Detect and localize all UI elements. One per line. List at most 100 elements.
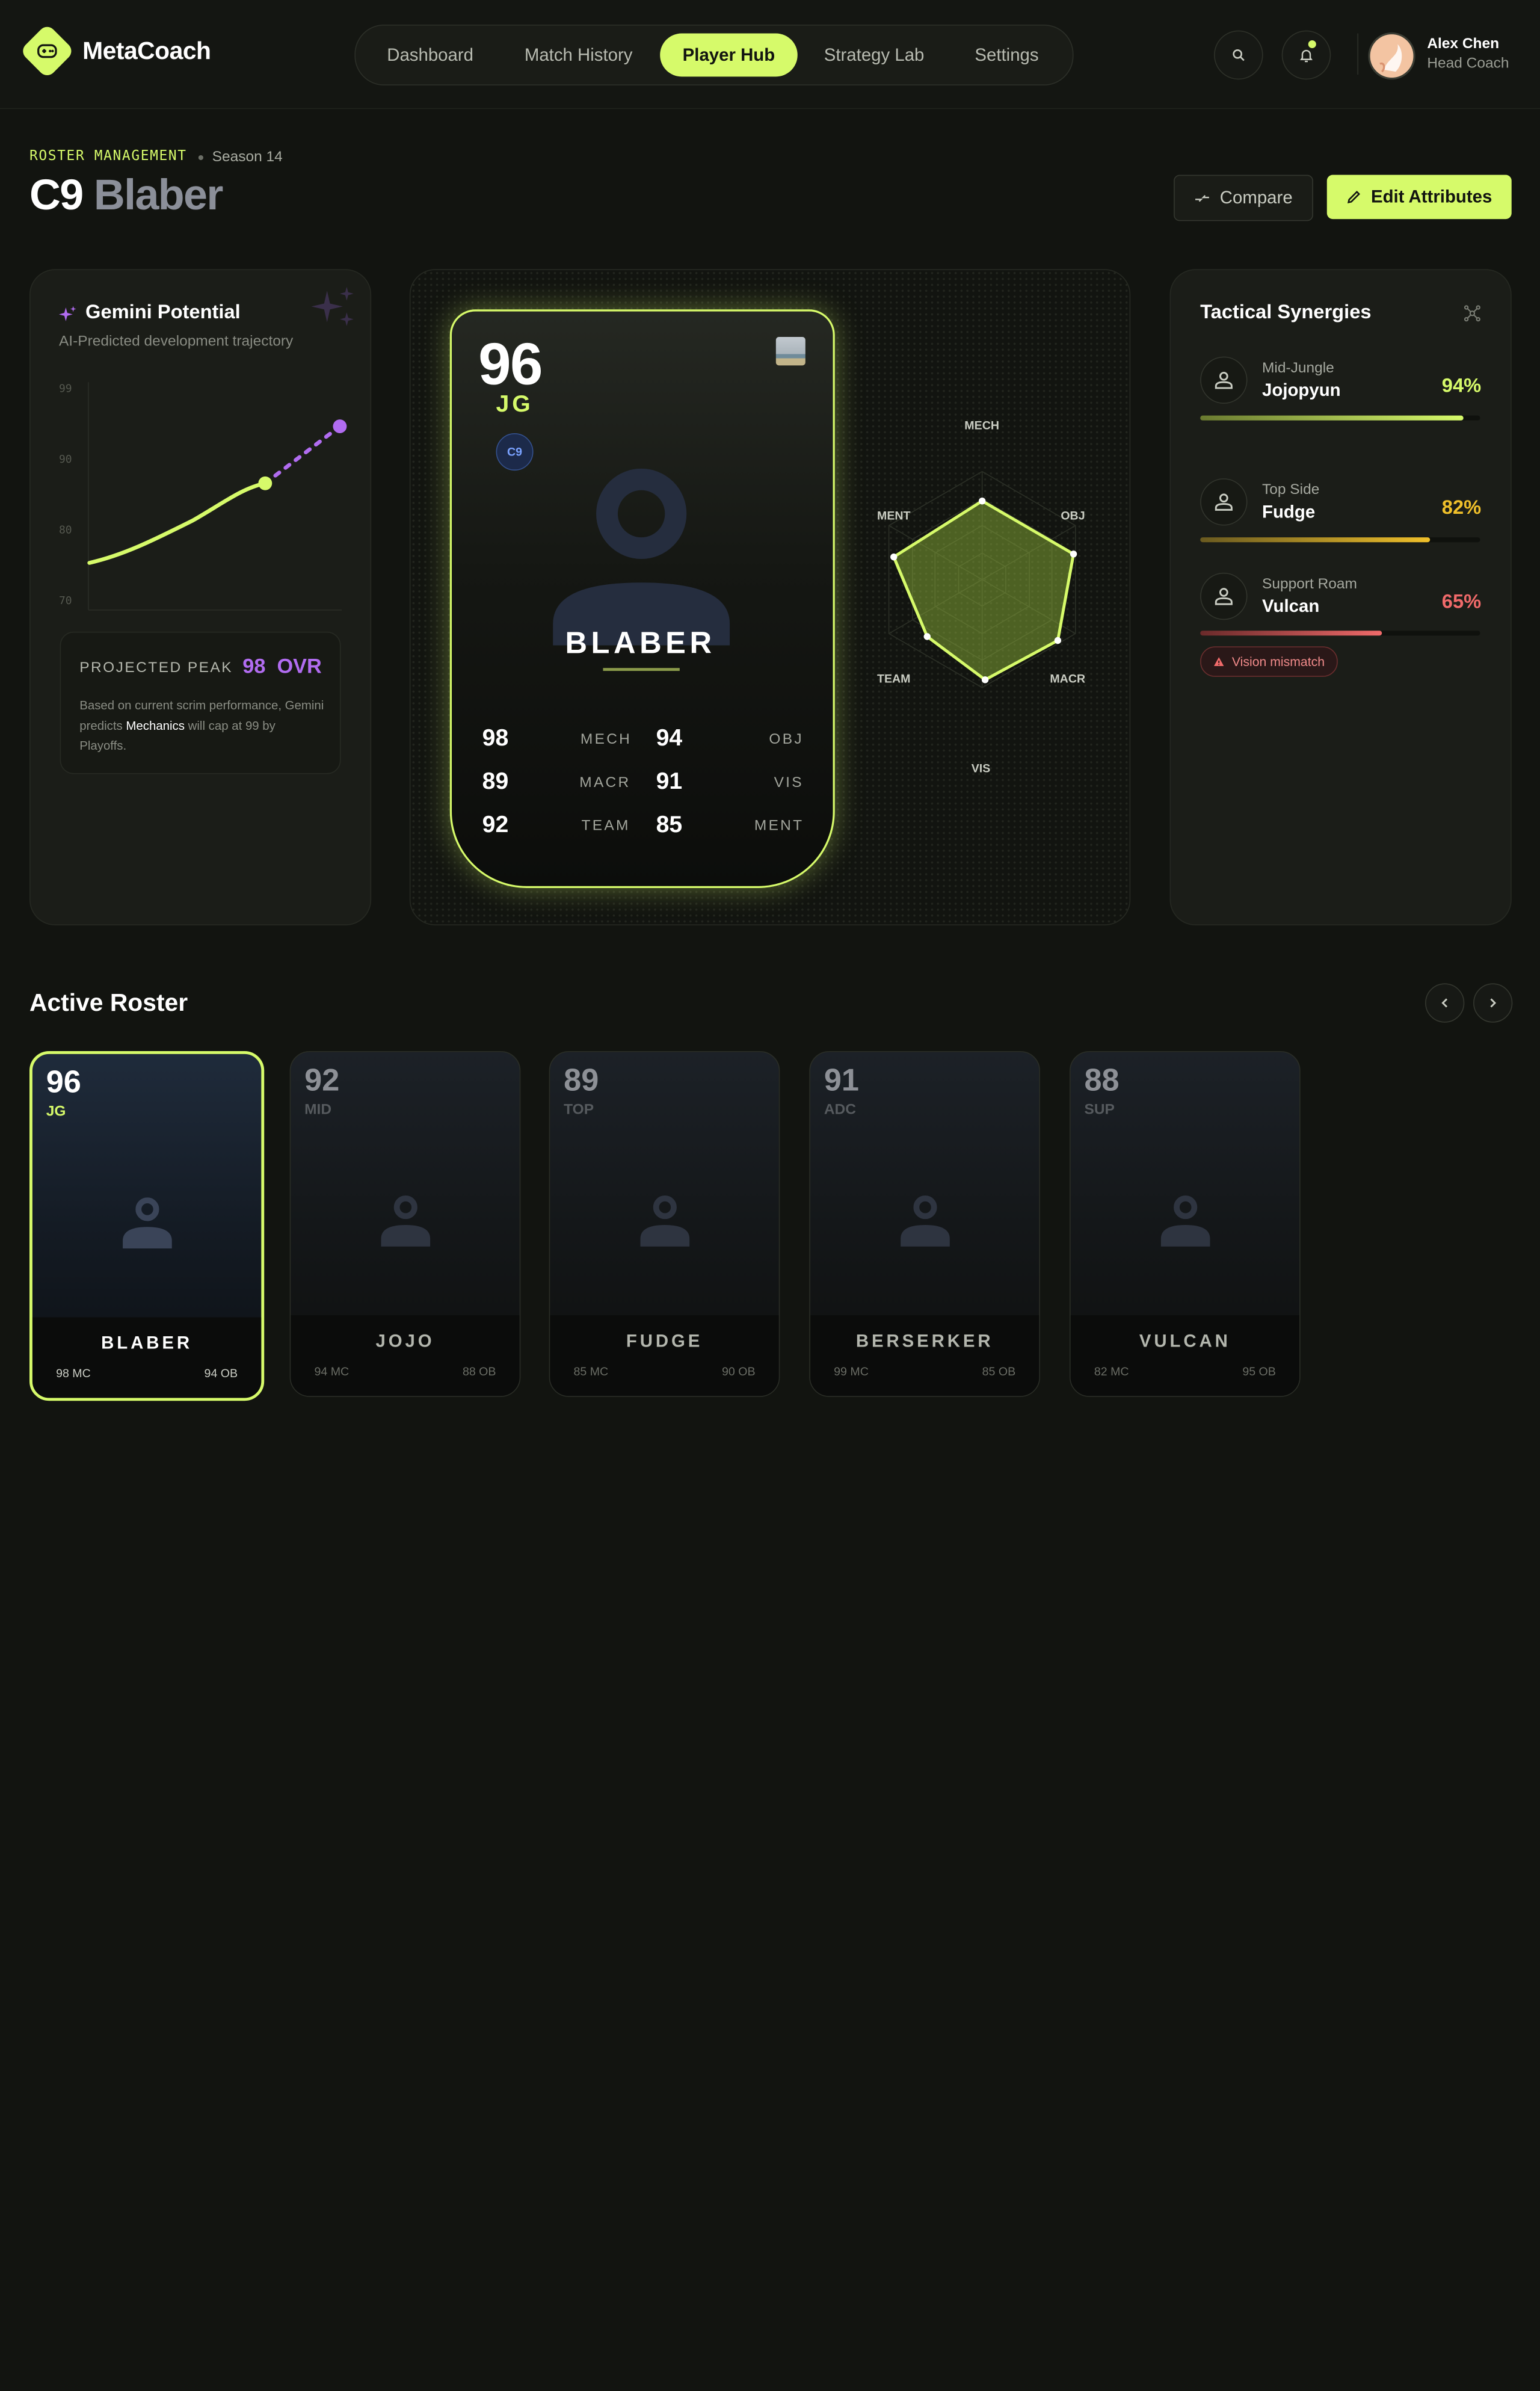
stat-label-obj: OBJ	[769, 730, 804, 748]
compare-label: Compare	[1219, 187, 1293, 208]
edit-attributes-button[interactable]: Edit Attributes	[1326, 174, 1512, 220]
roster-ovr: 88	[1084, 1061, 1120, 1097]
roster-position: TOP	[564, 1101, 594, 1118]
trajectory-chart	[87, 382, 347, 611]
stat-label-vis: VIS	[774, 774, 804, 791]
synergy-name[interactable]: Jojopyun	[1262, 380, 1341, 400]
roster-card-jojo[interactable]: 92 MID JOJO 94 MC 88 OB	[289, 1050, 521, 1397]
card-position: JG	[496, 390, 534, 418]
radar-label-ment: MENT	[877, 508, 911, 523]
roster-player-name: JOJO	[375, 1331, 435, 1351]
gamepad-icon	[28, 31, 67, 70]
player-silhouette-icon	[1071, 1195, 1299, 1254]
predicted-point[interactable]	[333, 419, 347, 434]
y-tick: 70	[58, 594, 72, 608]
roster-position: SUP	[1084, 1101, 1115, 1118]
roster-stat-mc: 85 MC	[573, 1364, 609, 1378]
roster-stat-mc: 94 MC	[314, 1364, 350, 1378]
stat-label-team: TEAM	[581, 817, 630, 835]
radar-shape	[892, 499, 1075, 682]
avatar[interactable]	[1368, 32, 1415, 80]
current-point[interactable]	[258, 476, 273, 490]
roster-stat-ob: 85 OB	[982, 1364, 1016, 1378]
roster-next-button[interactable]	[1473, 983, 1513, 1023]
roster-card-vulcan[interactable]: 88 SUP VULCAN 82 MC 95 OB	[1070, 1050, 1301, 1397]
network-icon[interactable]	[1464, 304, 1481, 322]
stat-label-ment: MENT	[754, 817, 804, 835]
radar-label-vis: VIS	[971, 761, 991, 776]
attribute-radar-chart	[888, 470, 1077, 688]
peak-description: Based on current scrim performance, Gemi…	[79, 698, 324, 753]
page-title: C9 Blaber	[29, 171, 223, 220]
radar-label-team: TEAM	[877, 671, 911, 686]
card-divider	[603, 668, 680, 671]
synergy-name[interactable]: Vulcan	[1262, 596, 1320, 616]
roster-stat-mc: 98 MC	[56, 1366, 91, 1380]
roster-position: ADC	[824, 1101, 856, 1118]
synergy-name[interactable]: Fudge	[1262, 502, 1316, 522]
roster-title: Active Roster	[29, 989, 188, 1017]
flag-icon	[775, 337, 805, 366]
header-divider	[1357, 33, 1359, 75]
roster-card-fudge[interactable]: 89 TOP FUDGE 85 MC 90 OB	[549, 1050, 780, 1397]
radar-label-mech: MECH	[964, 418, 1000, 433]
roster-card-blaber[interactable]: 96 JG BLABER 98 MC 94 OB	[29, 1050, 265, 1401]
gemini-title: Gemini Potential	[85, 301, 241, 324]
roster-ovr: 92	[304, 1061, 340, 1097]
title-player: Blaber	[93, 171, 223, 220]
card-ovr: 96	[478, 331, 543, 397]
roster-player-name: VULCAN	[1139, 1331, 1231, 1351]
y-tick: 99	[58, 382, 72, 395]
user-icon	[1200, 356, 1248, 404]
breadcrumb[interactable]: ROSTER MANAGEMENT	[29, 148, 187, 164]
roster-card-footer	[1070, 1315, 1300, 1396]
edit-label: Edit Attributes	[1370, 187, 1492, 206]
search-button[interactable]	[1214, 30, 1263, 80]
stat-value-team: 92	[482, 811, 509, 838]
chevron-left-icon	[1441, 998, 1448, 1008]
card-player-name: BLABER	[565, 626, 716, 661]
nav-player-hub[interactable]: Player Hub	[660, 33, 798, 77]
synergies-title: Tactical Synergies	[1200, 301, 1372, 324]
peak-value: 98 OVR	[242, 655, 322, 678]
synergy-bar-fill	[1200, 415, 1464, 421]
roster-stat-mc: 82 MC	[1094, 1364, 1129, 1378]
nav-settings[interactable]: Settings	[975, 45, 1039, 65]
synergy-role: Mid-Jungle	[1262, 359, 1334, 377]
radar-label-macr: MACR	[1050, 671, 1086, 686]
stat-label-macr: MACR	[579, 774, 631, 791]
roster-prev-button[interactable]	[1425, 983, 1465, 1023]
synergy-bar-track	[1200, 415, 1480, 421]
roster-player-name: BERSERKER	[855, 1331, 994, 1351]
chevron-right-icon	[1490, 998, 1497, 1008]
nav-dashboard[interactable]: Dashboard	[387, 45, 474, 65]
synergy-bar-track	[1200, 537, 1480, 543]
player-silhouette-icon	[550, 1195, 778, 1254]
nav-strategy-lab[interactable]: Strategy Lab	[824, 45, 925, 65]
bell-icon	[1300, 49, 1313, 62]
y-tick: 80	[58, 523, 72, 537]
title-team: C9	[29, 171, 84, 220]
synergy-percent: 65%	[1441, 591, 1482, 613]
synergy-percent: 82%	[1441, 497, 1482, 519]
nav-match-history[interactable]: Match History	[524, 45, 633, 65]
roster-stat-ob: 90 OB	[721, 1364, 756, 1378]
highlight-attribute: Mechanics	[126, 718, 185, 733]
ai-sparkle-icon	[58, 306, 76, 321]
user-icon	[1200, 572, 1248, 620]
notifications-button[interactable]	[1281, 30, 1331, 80]
radar-label-obj: OBJ	[1061, 508, 1085, 523]
compare-button[interactable]: Compare	[1174, 174, 1313, 221]
roster-stat-mc: 99 MC	[834, 1364, 869, 1378]
roster-card-footer	[810, 1315, 1040, 1396]
roster-card-berserker[interactable]: 91 ADC BERSERKER 99 MC 85 OB	[809, 1050, 1041, 1397]
warning-label: Vision mismatch	[1231, 654, 1325, 669]
user-name: Alex Chen	[1427, 35, 1500, 52]
team-badge: C9	[496, 433, 534, 471]
stat-value-ment: 85	[656, 811, 683, 838]
synergy-bar-fill	[1200, 537, 1430, 543]
roster-ovr: 96	[46, 1064, 81, 1099]
app-name[interactable]: MetaCoach	[82, 37, 211, 65]
roster-ovr: 91	[824, 1061, 859, 1097]
roster-player-name: BLABER	[101, 1333, 193, 1353]
